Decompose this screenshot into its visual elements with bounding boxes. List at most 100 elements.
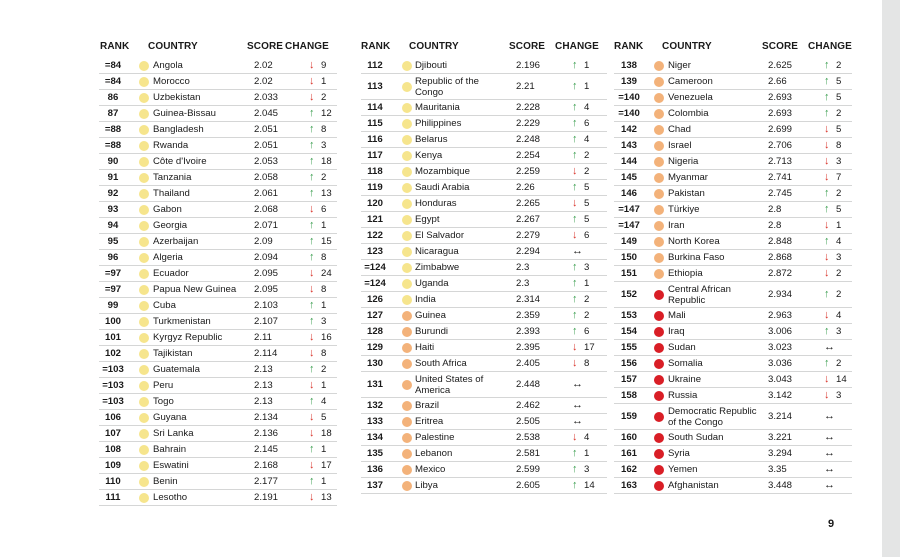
rank-cell: 153: [620, 310, 637, 321]
arrow-down-icon: ↓: [309, 427, 315, 439]
yellow-dot-icon: [139, 236, 149, 247]
table-row: 133 Eritrea 2.505 ↔: [361, 414, 607, 430]
no-change-icon: ↔: [824, 341, 835, 353]
column-header: RANK COUNTRY SCORE CHANGE: [614, 36, 852, 58]
table-row: 118 Mozambique 2.259 ↓ 2: [361, 164, 607, 180]
change-value: 3: [321, 140, 327, 151]
country-name: Honduras: [415, 198, 457, 209]
rank-cell: 115: [367, 118, 383, 129]
country-name: Eritrea: [415, 416, 444, 427]
country-name: Côte d'Ivoire: [153, 156, 207, 167]
score-cell: 2.405: [516, 358, 541, 369]
yellow-dot-icon: [139, 396, 149, 407]
change-value: 9: [321, 60, 327, 71]
orange-dot-icon: [402, 400, 412, 411]
table-row: 112 Djibouti 2.196 ↑ 1: [361, 58, 607, 74]
country-name: Yemen: [668, 464, 698, 475]
arrow-up-icon: ↑: [572, 325, 578, 337]
score-cell: 2.248: [516, 134, 541, 145]
header-country: COUNTRY: [148, 41, 198, 52]
country-name: Afghanistan: [668, 480, 719, 491]
country-name: Togo: [153, 396, 174, 407]
change-value: 2: [321, 172, 327, 183]
change-value: 6: [584, 230, 590, 241]
score-cell: 2.145: [254, 444, 279, 455]
score-cell: 2.706: [768, 140, 793, 151]
country-name-line: America: [415, 384, 451, 396]
change-value: 8: [321, 252, 327, 263]
score-cell: 2.538: [516, 432, 541, 443]
table-row: 127 Guinea 2.359 ↑ 2: [361, 308, 607, 324]
table-row: 87 Guinea-Bissau 2.045 ↑ 12: [99, 106, 337, 122]
table-row: 144 Nigeria 2.713 ↓ 3: [614, 154, 852, 170]
arrow-up-icon: ↑: [824, 187, 830, 199]
score-cell: 2.713: [768, 156, 793, 167]
orange-dot-icon: [402, 464, 412, 475]
change-value: 1: [321, 476, 327, 487]
rank-cell: =140: [618, 92, 640, 103]
score-cell: 2.095: [254, 268, 279, 279]
country-name: Central African Republic: [668, 284, 731, 306]
red-dot-icon: [654, 310, 664, 321]
rank-cell: 96: [107, 252, 119, 263]
arrow-down-icon: ↓: [572, 357, 578, 369]
score-cell: 2.314: [516, 294, 541, 305]
country-name: Eswatini: [153, 460, 189, 471]
change-value: 5: [836, 76, 842, 87]
country-name: Papua New Guinea: [153, 284, 237, 295]
country-name: Lebanon: [415, 448, 453, 459]
score-cell: 2.134: [254, 412, 279, 423]
score-cell: 2.963: [768, 310, 793, 321]
country-name: Venezuela: [668, 92, 713, 103]
header-country: COUNTRY: [409, 41, 459, 52]
country-name: Mexico: [415, 464, 446, 475]
country-name: Iraq: [668, 326, 685, 337]
score-cell: 2.8: [768, 204, 782, 215]
no-change-icon: ↔: [824, 479, 835, 491]
rank-cell: 110: [105, 476, 121, 487]
table-row: 126 India 2.314 ↑ 2: [361, 292, 607, 308]
rank-cell: 116: [367, 134, 383, 145]
orange-dot-icon: [654, 76, 664, 87]
country-name: Uganda: [415, 278, 449, 289]
yellow-dot-icon: [139, 172, 149, 183]
orange-dot-icon: [654, 220, 664, 231]
score-cell: 3.142: [768, 390, 793, 401]
yellow-dot-icon: [139, 492, 149, 503]
country-name: United States of America: [415, 374, 483, 396]
rank-cell: =147: [618, 204, 640, 215]
country-name: Uzbekistan: [153, 92, 201, 103]
change-value: 4: [321, 396, 327, 407]
score-cell: 2.625: [768, 60, 793, 71]
score-cell: 2.094: [254, 252, 279, 263]
score-cell: 2.693: [768, 108, 793, 119]
score-cell: 2.868: [768, 252, 793, 263]
arrow-up-icon: ↑: [572, 117, 578, 129]
change-value: 5: [584, 182, 590, 193]
score-cell: 2.13: [254, 364, 273, 375]
table-row: 139 Cameroon 2.66 ↑ 5: [614, 74, 852, 90]
arrow-up-icon: ↑: [824, 203, 830, 215]
change-value: 2: [321, 364, 327, 375]
table-row: 90 Côte d'Ivoire 2.053 ↑ 18: [99, 154, 337, 170]
yellow-dot-icon: [139, 60, 149, 71]
table-row: 153 Mali 2.963 ↓ 4: [614, 308, 852, 324]
ranking-column-3: RANK COUNTRY SCORE CHANGE 138 Niger 2.625 ↑ 2 139…: [614, 36, 852, 494]
header-change: CHANGE: [808, 41, 852, 52]
score-cell: 2.21: [516, 81, 535, 92]
yellow-dot-icon: [402, 214, 412, 225]
score-cell: 2.051: [254, 124, 279, 135]
arrow-down-icon: ↓: [572, 165, 578, 177]
arrow-up-icon: ↑: [572, 181, 578, 193]
score-cell: 2.033: [254, 92, 279, 103]
yellow-dot-icon: [139, 108, 149, 119]
table-row: 111 Lesotho 2.191 ↓ 13: [99, 490, 337, 506]
table-row: =140 Colombia 2.693 ↑ 2: [614, 106, 852, 122]
rank-cell: 106: [104, 412, 121, 423]
change-value: 14: [584, 480, 595, 491]
table-row: 107 Sri Lanka 2.136 ↓ 18: [99, 426, 337, 442]
yellow-dot-icon: [402, 278, 412, 289]
table-row: =103 Peru 2.13 ↓ 1: [99, 378, 337, 394]
change-value: 3: [836, 156, 842, 167]
change-value: 1: [321, 300, 327, 311]
